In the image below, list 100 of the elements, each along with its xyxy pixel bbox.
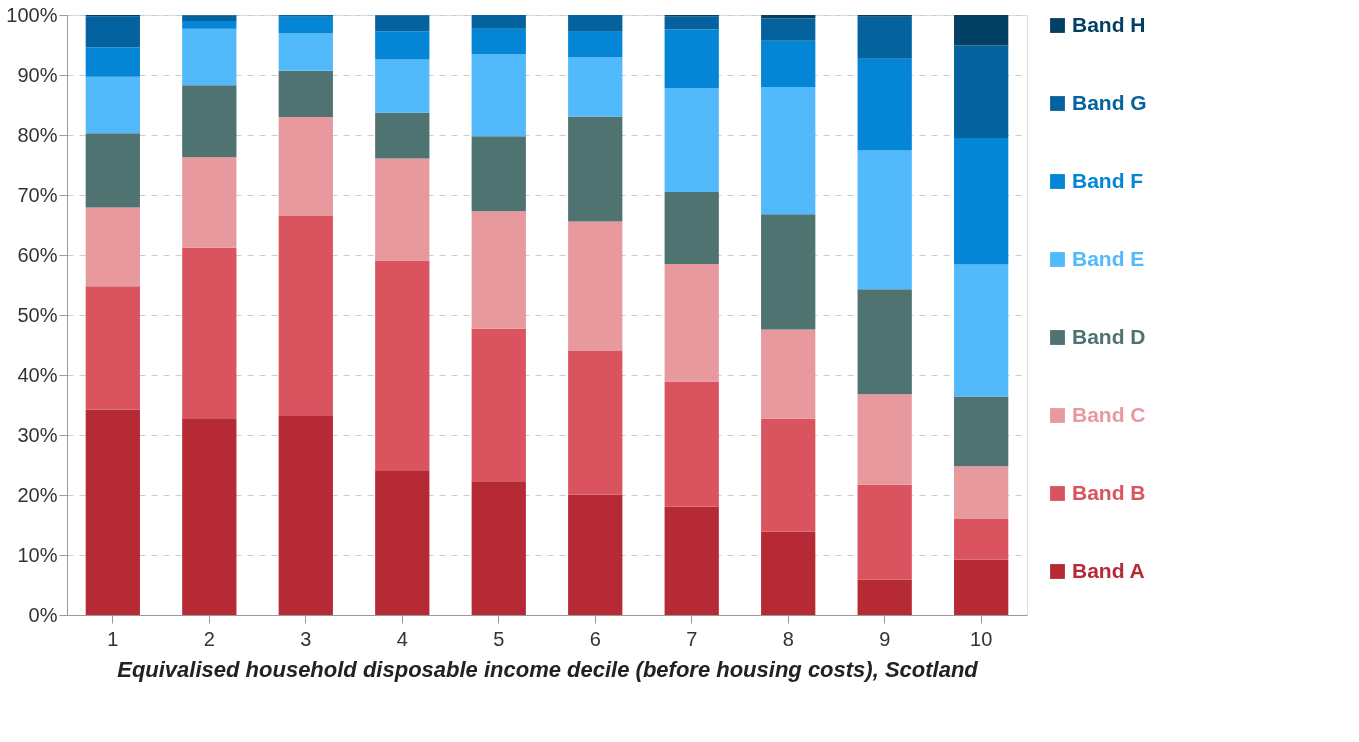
bar [85,47,140,77]
x-axis-title: Equivalised household disposable income decile (before housing costs), Scotland [117,656,979,682]
bar [182,418,237,615]
bar [664,264,719,382]
bar [761,214,816,330]
bar [471,28,526,54]
bar [954,264,1009,397]
y-tick-label: 80% [17,123,58,146]
bar [375,158,430,261]
x-tick-label: 6 [589,627,601,650]
bar [857,150,912,290]
bar [568,116,623,222]
x-tick-label: 5 [493,627,505,650]
legend-label: Band D [1072,324,1146,348]
bar [857,394,912,485]
bar [568,15,623,32]
bar [375,31,430,60]
y-tick-label: 30% [17,423,58,446]
bar [278,33,333,71]
y-tick-label: 10% [17,543,58,566]
bar [568,351,623,495]
bar [375,15,430,32]
bar [664,16,719,30]
y-tick-label: 70% [17,183,58,206]
bar [85,16,140,48]
legend-label: Band F [1072,168,1144,192]
bar [761,87,816,215]
x-tick-label: 4 [396,627,408,650]
legend-label: Band C [1072,402,1146,426]
bar [954,15,1009,46]
bar [857,579,912,615]
y-tick-label: 0% [28,603,58,626]
bar [278,16,333,33]
bar [761,40,816,87]
bar [761,329,816,419]
bar [471,328,526,482]
bar [278,216,333,416]
x-tick-label: 2 [203,627,215,650]
legend-label: Band H [1072,12,1146,36]
bar [182,28,237,86]
x-tick-label: 3 [300,627,312,650]
bar [761,18,816,41]
legend-label: Band A [1072,558,1145,582]
bar [278,70,333,117]
legend-label: Band E [1072,246,1145,270]
bar [568,57,623,117]
x-tick-label: 1 [107,627,119,650]
bar [954,466,1009,519]
bar [85,133,140,208]
bar [857,16,912,59]
bar [664,381,719,507]
bar [664,29,719,89]
bar [568,31,623,57]
bar [568,221,623,351]
bar [85,207,140,287]
bar [375,260,430,471]
bar [664,88,719,192]
x-tick-label: 9 [879,627,891,650]
bar [857,484,912,580]
bar [471,481,526,615]
y-tick-label: 40% [17,363,58,386]
bar [85,76,140,134]
bar [954,138,1009,265]
y-tick-label: 60% [17,243,58,266]
bar [182,157,237,248]
bar [954,559,1009,615]
bar [664,506,719,615]
bar [375,112,430,159]
bar [857,58,912,151]
bar [664,192,719,264]
bar [85,286,140,410]
bar [278,117,333,216]
bar [761,418,816,532]
x-tick-label: 8 [782,627,794,650]
bar [761,531,816,615]
bar [471,211,526,329]
bar [857,289,912,395]
bar [471,15,526,29]
bar [182,21,237,29]
x-tick-label: 10 [970,627,993,650]
y-tick-label: 90% [17,63,58,86]
bar [278,415,333,615]
legend-label: Band B [1072,480,1146,504]
bar [954,45,1009,138]
bar [954,519,1009,560]
bar [182,247,237,419]
y-tick-label: 100% [6,3,58,26]
y-tick-label: 50% [17,303,58,326]
bar [568,494,623,615]
bar [761,15,816,19]
bar [182,15,237,21]
x-tick-label: 7 [686,627,698,650]
bar [375,59,430,113]
bar [471,54,526,137]
bar [471,136,526,212]
bar [182,85,237,158]
y-tick-label: 20% [17,483,58,506]
legend-label: Band G [1072,90,1147,114]
bar [375,471,430,615]
bar [954,396,1009,467]
